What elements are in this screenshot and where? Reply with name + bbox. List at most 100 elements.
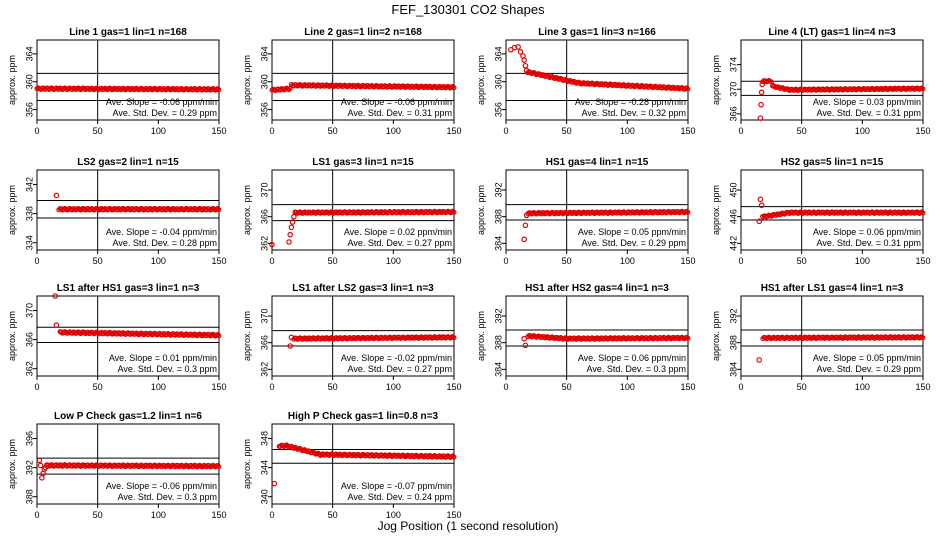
x-tick-label: 0 bbox=[503, 382, 508, 392]
x-tick-label: 50 bbox=[93, 256, 103, 266]
panel-title: LS1 after LS2 gas=3 lin=1 n=3 bbox=[292, 283, 434, 294]
data-point bbox=[271, 480, 278, 487]
data-point bbox=[216, 87, 222, 93]
slope-annotation: Ave. Slope = -0.28 ppm/min bbox=[575, 97, 686, 107]
data-point bbox=[522, 342, 529, 349]
slope-annotation: Ave. Slope = 0.03 ppm/min bbox=[813, 97, 921, 107]
std-dev-annotation: Ave. Std. Dev. = 0.3 ppm bbox=[118, 364, 217, 374]
x-tick-label: 150 bbox=[680, 382, 695, 392]
panel-title: HS2 gas=5 lin=1 n=15 bbox=[781, 157, 884, 168]
panel-title: LS1 after HS1 gas=3 lin=1 n=3 bbox=[57, 283, 200, 294]
x-tick-label: 0 bbox=[34, 256, 39, 266]
slope-annotation: Ave. Slope = 0.05 ppm/min bbox=[578, 227, 686, 237]
x-tick-label: 150 bbox=[915, 126, 930, 136]
y-tick-label: 334 bbox=[24, 235, 34, 250]
slope-annotation: Ave. Slope = -0.07 ppm/min bbox=[341, 481, 452, 491]
data-point bbox=[286, 239, 292, 245]
panel-1: Line 1 gas=1 lin=1 n=168 0 50 100 150 356 360 3… bbox=[7, 27, 227, 136]
y-tick-label: 364 bbox=[493, 46, 503, 61]
data-point bbox=[522, 222, 529, 229]
std-dev-annotation: Ave. Std. Dev. = 0.3 ppm bbox=[587, 364, 686, 374]
x-tick-label: 50 bbox=[562, 126, 572, 136]
panel-title: LS2 gas=2 lin=1 n=15 bbox=[77, 157, 179, 168]
y-tick-label: 356 bbox=[24, 102, 34, 117]
y-tick-label: 344 bbox=[259, 460, 269, 475]
panel-title: Line 2 gas=1 lin=2 n=168 bbox=[304, 27, 422, 38]
y-tick-label: 362 bbox=[259, 362, 269, 377]
panel-title: HS1 after HS2 gas=4 lin=1 n=3 bbox=[525, 283, 669, 294]
data-point bbox=[287, 343, 294, 349]
x-tick-label: 50 bbox=[562, 382, 572, 392]
slope-annotation: Ave. Slope = 0.02 ppm/min bbox=[344, 227, 452, 237]
x-tick-label: 0 bbox=[34, 382, 39, 392]
y-tick-label: 362 bbox=[259, 236, 269, 251]
slope-annotation: Ave. Slope = 0.05 ppm/min bbox=[813, 353, 921, 363]
x-tick-label: 0 bbox=[269, 126, 274, 136]
x-tick-label: 150 bbox=[211, 126, 226, 136]
data-point bbox=[269, 241, 275, 248]
y-tick-label: 392 bbox=[728, 308, 738, 323]
x-tick-label: 150 bbox=[211, 382, 226, 392]
std-dev-annotation: Ave. Std. Dev. = 0.31 ppm bbox=[817, 108, 921, 118]
y-tick-label: 442 bbox=[728, 236, 738, 251]
data-point bbox=[757, 196, 764, 203]
panel-14: High P Check gas=1 lin=0.8 n=3 0 50 100 150 3… bbox=[242, 411, 462, 520]
x-tick-label: 0 bbox=[269, 256, 274, 266]
data-point bbox=[511, 44, 518, 51]
data-point bbox=[288, 334, 295, 341]
panel-title: HS1 after LS1 gas=4 lin=1 n=3 bbox=[761, 283, 904, 294]
data-point bbox=[52, 293, 59, 299]
data-point bbox=[40, 470, 46, 477]
panel-7: HS1 gas=4 lin=1 n=15 0 50 100 150 384 388 392 ap… bbox=[476, 157, 696, 266]
y-tick-label: 370 bbox=[259, 182, 269, 197]
panel-title: LS1 gas=3 lin=1 n=15 bbox=[312, 157, 414, 168]
x-tick-label: 150 bbox=[680, 256, 695, 266]
x-tick-label: 0 bbox=[503, 126, 508, 136]
std-dev-annotation: Ave. Std. Dev. = 0.28 ppm bbox=[113, 238, 217, 248]
plot-frame bbox=[740, 39, 924, 121]
x-tick-label: 150 bbox=[680, 126, 695, 136]
panel-title: Line 1 gas=1 lin=1 n=168 bbox=[69, 27, 187, 38]
panel-6: LS1 gas=3 lin=1 n=15 0 50 100 150 362 366 370 ap… bbox=[242, 157, 462, 266]
x-tick-label: 50 bbox=[93, 382, 103, 392]
y-tick-label: 388 bbox=[493, 209, 503, 224]
data-point bbox=[36, 457, 43, 464]
x-tick-label: 50 bbox=[797, 126, 807, 136]
data-point bbox=[523, 67, 530, 74]
data-point bbox=[451, 209, 457, 215]
x-tick-label: 150 bbox=[446, 510, 461, 520]
data-point bbox=[758, 89, 765, 96]
panel-3: Line 3 gas=1 lin=3 n=166 0 50 100 150 356 360 3… bbox=[476, 27, 696, 136]
y-axis-label: approx. ppm bbox=[242, 439, 252, 489]
x-tick-label: 50 bbox=[93, 510, 103, 520]
data-point bbox=[39, 475, 45, 481]
data-point bbox=[451, 454, 457, 460]
data-point bbox=[216, 333, 222, 339]
panel-5: LS2 gas=2 lin=1 n=15 0 50 100 150 334 338 342 ap… bbox=[7, 157, 227, 266]
x-tick-label: 150 bbox=[211, 256, 226, 266]
y-tick-label: 360 bbox=[259, 74, 269, 89]
panel-2: Line 2 gas=1 lin=2 n=168 0 50 100 150 356 360 3… bbox=[242, 27, 462, 136]
data-point bbox=[522, 62, 529, 69]
panel-4: Line 4 (LT) gas=1 lin=4 n=3 0 50 100 150 366 3… bbox=[711, 27, 931, 136]
x-tick-label: 0 bbox=[34, 510, 39, 520]
x-tick-label: 150 bbox=[446, 126, 461, 136]
slope-annotation: Ave. Slope = -0.06 ppm/min bbox=[106, 97, 217, 107]
panel-8: HS2 gas=5 lin=1 n=15 0 50 100 150 442 446 450 ap… bbox=[711, 157, 931, 266]
data-point bbox=[53, 322, 60, 328]
data-point bbox=[756, 218, 763, 225]
y-axis-label: approx. ppm bbox=[7, 185, 17, 235]
y-tick-label: 348 bbox=[259, 431, 269, 446]
panel-title: HS1 gas=4 lin=1 n=15 bbox=[546, 157, 649, 168]
data-point bbox=[685, 335, 691, 341]
y-tick-label: 366 bbox=[259, 209, 269, 224]
y-tick-label: 384 bbox=[728, 362, 738, 377]
x-tick-label: 150 bbox=[446, 382, 461, 392]
data-point bbox=[287, 231, 294, 238]
x-tick-label: 0 bbox=[738, 382, 743, 392]
data-point bbox=[53, 192, 60, 199]
y-tick-label: 366 bbox=[728, 106, 738, 121]
x-tick-label: 150 bbox=[446, 256, 461, 266]
std-dev-annotation: Ave. Std. Dev. = 0.31 ppm bbox=[817, 238, 921, 248]
x-tick-label: 100 bbox=[855, 256, 870, 266]
